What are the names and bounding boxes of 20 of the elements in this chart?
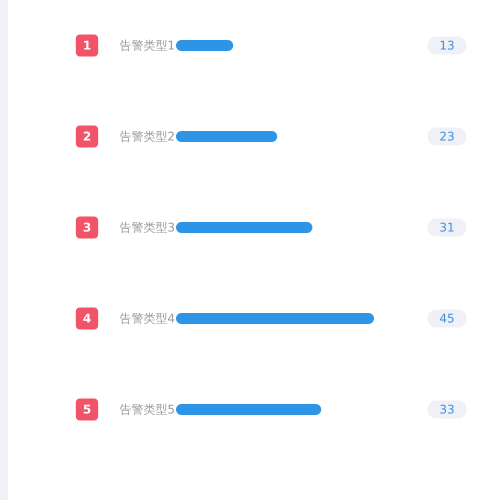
text: 1 [82, 38, 92, 52]
bar [176, 40, 234, 51]
bar [176, 313, 374, 324]
text: 5 [82, 402, 92, 416]
y-tick-label: 告警类型1 [119, 38, 175, 52]
data-label: 23 [439, 130, 455, 144]
bar [176, 222, 312, 233]
bar [176, 404, 322, 415]
y-tick-label: 告警类型5 [119, 402, 175, 416]
y-tick-label: 告警类型4 [119, 312, 175, 326]
bar [176, 131, 278, 142]
data-label: 45 [439, 312, 455, 326]
text: 3 [82, 220, 92, 234]
text: 2 [82, 130, 92, 144]
data-label: 31 [439, 220, 455, 234]
data-label: 13 [439, 38, 455, 52]
data-label: 33 [439, 402, 455, 416]
text: 4 [82, 312, 92, 326]
y-tick-label: 告警类型3 [119, 220, 175, 234]
y-tick-label: 告警类型2 [119, 130, 175, 144]
